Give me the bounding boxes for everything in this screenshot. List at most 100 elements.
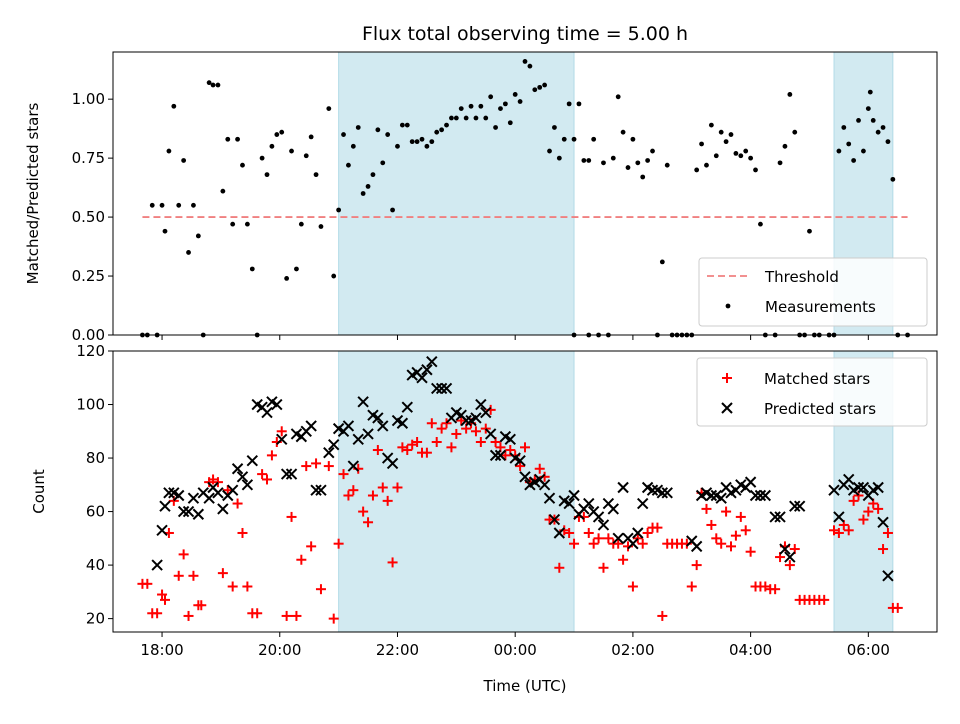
predicted-point xyxy=(386,457,399,470)
marker-stroke xyxy=(156,524,168,537)
matched-point xyxy=(819,594,830,605)
matched-point xyxy=(770,584,781,595)
measurement-point xyxy=(556,155,562,161)
marker-stroke xyxy=(632,527,644,539)
measurement-point xyxy=(434,129,440,135)
matched-point xyxy=(569,538,580,549)
measurement-point xyxy=(453,115,459,121)
measurement-point xyxy=(346,162,351,168)
marker-stroke xyxy=(381,452,394,464)
count-y-axis-label: Count xyxy=(30,469,48,514)
matched-point xyxy=(315,584,326,595)
marker-stroke xyxy=(177,505,190,518)
matched-point xyxy=(173,570,184,581)
x-tick-label: 02:00 xyxy=(611,641,654,659)
measurement-point xyxy=(512,92,518,97)
marker-stroke xyxy=(342,420,355,432)
matched-point xyxy=(436,423,447,434)
measurement-point xyxy=(708,122,714,128)
measurement-point xyxy=(274,132,280,137)
measurement-point xyxy=(230,221,236,227)
marker-stroke xyxy=(226,484,239,496)
matched-point xyxy=(441,418,452,429)
marker-stroke xyxy=(583,497,595,510)
marker-stroke xyxy=(843,473,855,486)
chart-title: Flux total observing time = 5.00 h xyxy=(362,23,688,45)
matched-point xyxy=(392,482,403,493)
matched-point xyxy=(520,442,530,453)
marker-stroke xyxy=(357,396,369,408)
predicted-point xyxy=(828,484,840,496)
measurement-point xyxy=(336,207,342,213)
measurement-point xyxy=(885,139,891,145)
predicted-point xyxy=(857,481,870,494)
measurement-point xyxy=(244,221,250,227)
predicted-point xyxy=(342,420,355,432)
measurement-point xyxy=(414,139,420,145)
marker-stroke xyxy=(347,460,360,472)
marker-stroke xyxy=(793,500,806,512)
matched-point xyxy=(262,474,273,485)
marker-stroke xyxy=(426,355,438,368)
marker-stroke xyxy=(192,508,205,520)
ratio-x-ticks xyxy=(161,335,869,340)
predicted-point xyxy=(612,532,624,545)
measurement-point xyxy=(566,101,572,107)
marker-stroke xyxy=(271,398,283,411)
marker-stroke xyxy=(391,414,404,427)
marker-stroke xyxy=(460,414,472,427)
measurement-point xyxy=(350,143,356,149)
matched-point xyxy=(446,442,457,453)
marker-stroke xyxy=(789,500,801,512)
legend-threshold-label: Threshold xyxy=(764,268,839,286)
predicted-point xyxy=(514,455,526,467)
measurement-point xyxy=(463,115,469,121)
marker-stroke xyxy=(828,484,840,496)
matched-point xyxy=(212,477,223,488)
measurement-point xyxy=(571,136,577,142)
marker-stroke xyxy=(617,481,629,494)
marker-stroke xyxy=(686,535,698,547)
marker-stroke xyxy=(315,484,327,496)
measurement-point xyxy=(865,106,871,111)
marker-stroke xyxy=(534,473,546,486)
matched-point xyxy=(382,495,393,506)
matched-point xyxy=(306,541,317,552)
measurement-point xyxy=(620,129,626,135)
predicted-point xyxy=(421,364,433,376)
marker-stroke xyxy=(612,532,624,545)
marker-stroke xyxy=(553,527,566,539)
matched-point xyxy=(157,589,168,600)
matched-point xyxy=(603,533,614,544)
x-tick-label: 04:00 xyxy=(729,641,772,659)
marker-stroke xyxy=(305,420,317,432)
matched-point xyxy=(323,461,334,472)
measurement-point xyxy=(615,94,621,100)
predicted-point xyxy=(744,476,757,488)
count-x-ticks: 18:00 20:00 22:00 00:00 02:00 04:00 06:00 xyxy=(140,632,890,659)
marker-stroke xyxy=(332,422,345,435)
measurement-point xyxy=(718,129,724,135)
matched-point xyxy=(534,463,545,474)
matched-point xyxy=(188,570,199,581)
predicted-point xyxy=(759,489,772,502)
matched-point xyxy=(740,525,751,536)
measurement-point xyxy=(220,188,226,194)
matched-point xyxy=(242,581,253,592)
marker-stroke xyxy=(700,487,713,499)
measurement-point xyxy=(713,153,719,159)
matched-point xyxy=(686,581,697,592)
measurement-point xyxy=(517,99,523,104)
measurement-point xyxy=(659,259,665,265)
marker-stroke xyxy=(151,559,163,571)
measurement-point xyxy=(385,132,391,137)
marker-stroke xyxy=(440,382,453,395)
predicted-point xyxy=(357,396,369,408)
measurement-point xyxy=(561,136,567,142)
measurement-point xyxy=(502,101,508,107)
matched-point xyxy=(333,538,344,549)
predicted-point xyxy=(494,449,507,462)
matched-point xyxy=(863,506,874,517)
predicted-point xyxy=(401,401,413,413)
x-tick-label: 20:00 xyxy=(258,641,301,659)
